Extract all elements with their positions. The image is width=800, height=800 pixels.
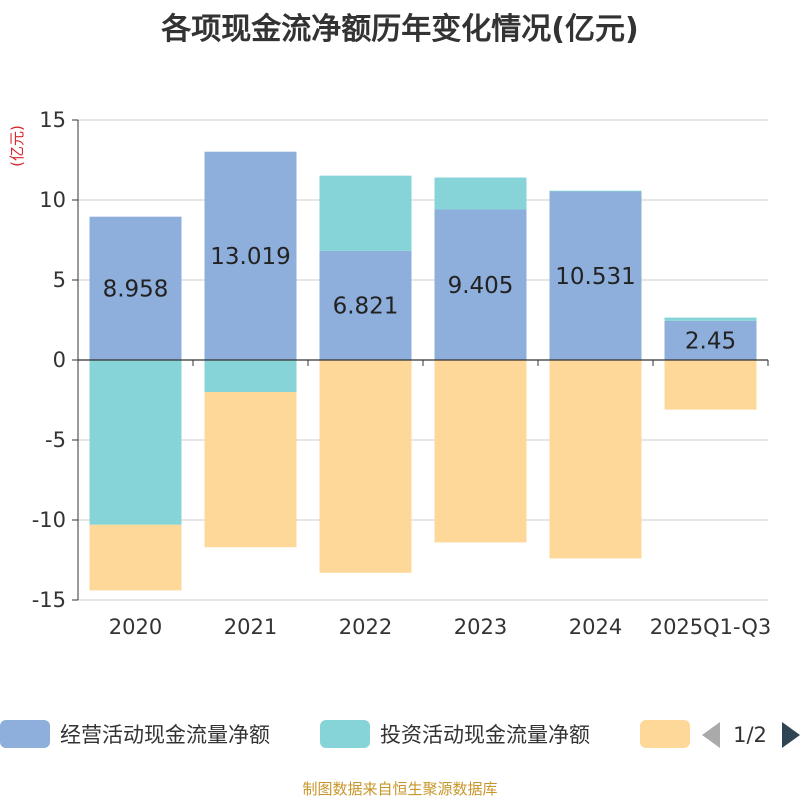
bar-series2-2021 [204,360,297,392]
source-note: 制图数据来自恒生聚源数据库 [302,780,498,798]
x-tick-label-2025Q1-Q3: 2025Q1-Q3 [650,615,772,639]
bar-series3-2024 [549,360,642,559]
bar-series3-2020 [89,524,182,591]
y-tick-label: 15 [39,108,66,132]
y-tick-label: -10 [32,508,66,532]
x-tick-label-2022: 2022 [339,615,392,639]
bar-series2-2023 [434,177,527,210]
y-tick-label: 0 [53,348,66,372]
chart-title: 各项现金流净额历年变化情况(亿元) [161,12,639,47]
x-tick-label-2024: 2024 [569,615,622,639]
legend: 经营活动现金流量净额 投资活动现金流量净额 1/2 [0,720,800,748]
bars [89,151,757,591]
bar-series3-2025Q1-Q3 [664,360,757,410]
legend-swatch-1 [0,720,50,748]
bar-series3-2023 [434,360,527,543]
data-labels: 8.958 13.019 6.821 9.405 10.531 2.45 [103,244,737,355]
legend-label-1: 经营活动现金流量净额 [60,723,270,747]
legend-label-2: 投资活动现金流量净额 [380,723,590,747]
bar-series2-2022 [319,175,412,251]
axes: 15 10 5 0 -5 -10 -15 2020 2021 2022 2023 2024 2025Q1… [32,108,772,639]
bar-series1-2022 [319,250,412,360]
bar-series3-2022 [319,360,412,573]
bar-series2-2025Q1-Q3 [664,317,757,321]
legend-prev-page-icon[interactable] [702,722,720,748]
data-label-2022: 6.821 [333,293,399,319]
bar-series2-2020 [89,360,182,525]
bar-series1-2020 [89,216,182,360]
bar-series1-2024 [549,191,642,360]
data-label-2020: 8.958 [103,276,169,302]
bar-series2-2024 [549,190,642,192]
legend-next-page-icon[interactable] [782,722,800,748]
legend-page-indicator: 1/2 [733,723,767,747]
y-tick-label: 10 [39,188,66,212]
data-label-2021: 13.019 [210,244,290,270]
legend-swatch-3 [640,720,690,748]
legend-swatch-2 [320,720,370,748]
y-axis-unit-label: (亿元) [8,125,26,167]
x-tick-label-2023: 2023 [454,615,507,639]
bar-series1-2025Q1-Q3 [664,320,757,360]
data-label-2023: 9.405 [448,273,514,299]
x-tick-label-2021: 2021 [224,615,277,639]
y-tick-label: -15 [32,588,66,612]
data-label-2024: 10.531 [555,264,635,290]
y-tick-label: 5 [53,268,66,292]
y-tick-label: -5 [45,428,66,452]
data-label-2025Q1-Q3: 2.45 [685,328,736,354]
bar-series1-2021 [204,151,297,360]
x-tick-label-2020: 2020 [109,615,162,639]
bar-series3-2021 [204,392,297,548]
bar-series1-2023 [434,209,527,360]
